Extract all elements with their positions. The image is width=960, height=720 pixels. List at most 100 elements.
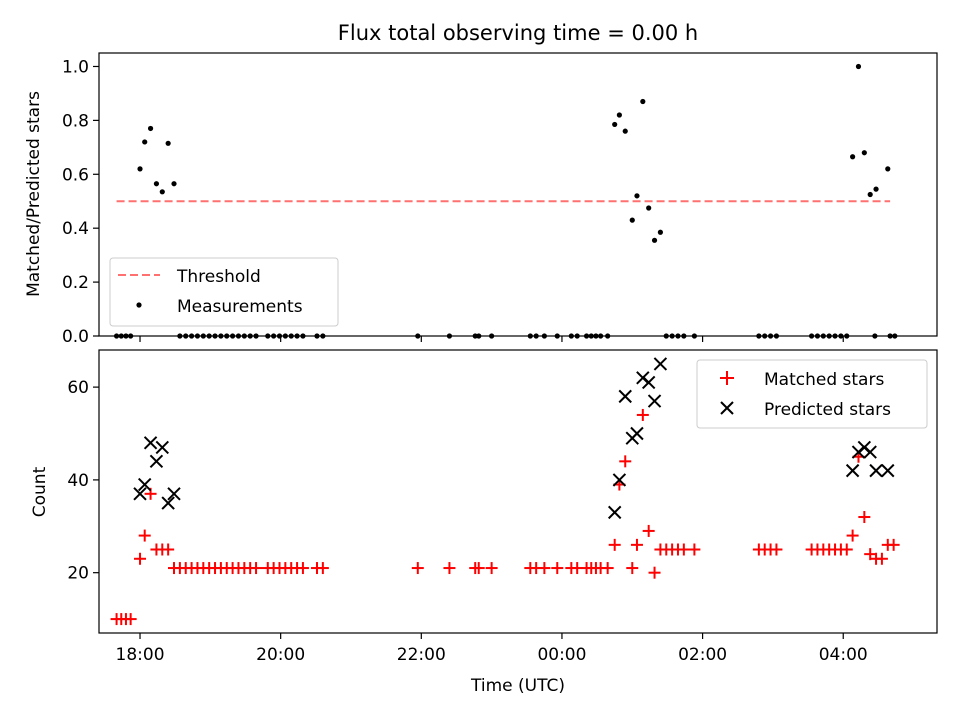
- matched-star-point: [162, 543, 175, 556]
- legend-predicted-swatch: [720, 401, 734, 415]
- matched-star-point: [642, 524, 655, 537]
- top-plot-frame: [98, 52, 938, 337]
- bottom-plot-marks: [110, 357, 900, 626]
- measurement-point: [276, 333, 283, 339]
- measurement-point: [300, 333, 306, 339]
- measurement-point: [861, 150, 867, 156]
- matched-star-point: [472, 562, 485, 575]
- measurement-point: [533, 333, 539, 339]
- measurement-point: [612, 121, 618, 128]
- matched-star-point: [138, 529, 151, 542]
- measurement-point: [574, 333, 580, 339]
- matched-star-point: [296, 562, 309, 575]
- predicted-star-stroke-b: [612, 473, 627, 487]
- predicted-star-point: [881, 463, 895, 478]
- predicted-star-stroke-b: [653, 357, 668, 371]
- measurement-point: [605, 333, 611, 339]
- measurement-point: [288, 333, 294, 339]
- measurement-point: [892, 333, 898, 339]
- measurement-point: [773, 333, 780, 339]
- measurement-point: [235, 333, 242, 339]
- matched-star-point: [601, 562, 614, 575]
- predicted-star-point: [630, 426, 644, 441]
- measurement-point: [832, 333, 838, 339]
- measurement-point: [855, 63, 862, 70]
- predicted-star-stroke-b: [881, 463, 895, 478]
- measurement-point: [253, 333, 259, 339]
- measurement-point: [142, 139, 148, 145]
- measurement-point: [446, 333, 453, 339]
- measurement-point: [616, 112, 622, 118]
- matched-star-point: [626, 562, 639, 575]
- measurement-point: [629, 217, 635, 223]
- measurement-point: [415, 333, 421, 339]
- bottom-y-tick-label: 40: [67, 471, 89, 491]
- matched-star-point: [485, 562, 498, 575]
- matched-star-point: [677, 543, 690, 556]
- matched-star-point: [887, 538, 900, 551]
- measurement-point: [820, 333, 826, 339]
- measurement-point: [844, 333, 850, 339]
- top-y-axis: 0.0 0.2 0.4 0.6 0.8 1.0: [62, 57, 99, 347]
- measurement-point: [838, 333, 844, 339]
- predicted-star-point: [149, 454, 164, 469]
- predicted-star-point: [161, 496, 175, 510]
- measurement-point: [541, 333, 547, 339]
- predicted-star-point: [607, 505, 622, 520]
- bottom-y-axis-label: Count: [30, 466, 50, 517]
- matched-star-point: [875, 552, 888, 565]
- measurement-point: [554, 333, 560, 339]
- measurement-point: [224, 333, 230, 339]
- measurement-point: [814, 333, 821, 339]
- predicted-star-point: [155, 440, 169, 455]
- bottom-y-tick-label: 20: [67, 564, 89, 584]
- matched-star-point: [250, 562, 263, 575]
- matched-star-point: [538, 562, 551, 575]
- top-y-tick-label: 0.8: [62, 111, 89, 131]
- predicted-star-point: [143, 436, 158, 450]
- measurement-point: [241, 333, 247, 339]
- measurement-point: [314, 333, 320, 339]
- x-tick-label: 04:00: [819, 645, 868, 665]
- top-y-axis-label: Matched/Predicted stars: [24, 91, 44, 297]
- measurement-point: [294, 333, 300, 339]
- measurement-point: [675, 333, 681, 339]
- chart-title: Flux total observing time = 0.00 h: [338, 21, 698, 45]
- predicted-star-point: [138, 477, 152, 492]
- predicted-star-stroke-b: [869, 463, 883, 478]
- matched-star-point: [619, 455, 632, 468]
- measurement-point: [113, 333, 120, 339]
- predicted-star-stroke-b: [607, 505, 622, 520]
- measurement-point: [887, 333, 893, 339]
- top-legend: Threshold Measurements: [109, 257, 339, 327]
- predicted-star-stroke-b: [167, 487, 181, 501]
- measurement-point: [593, 333, 599, 339]
- measurement-point: [583, 333, 590, 339]
- x-axis-label: Time (UTC): [470, 676, 565, 696]
- bottom-legend: Matched stars Predicted stars: [696, 359, 928, 429]
- bottom-y-tick-label: 60: [67, 378, 89, 398]
- measurement-point: [850, 154, 856, 160]
- measurement-point: [177, 333, 183, 339]
- measurement-point: [598, 333, 604, 339]
- matched-star-point: [443, 562, 456, 575]
- measurement-point: [476, 333, 482, 339]
- top-legend-box: [109, 257, 339, 327]
- measurement-point: [867, 191, 873, 198]
- top-y-tick-label: 0.2: [62, 273, 89, 293]
- measurement-point: [247, 333, 253, 339]
- measurement-point: [767, 333, 774, 339]
- measurement-point: [128, 333, 134, 339]
- x-tick-label: 02:00: [678, 645, 727, 665]
- predicted-star-point: [647, 394, 662, 408]
- x-tick-label: 20:00: [256, 645, 305, 665]
- measurement-point: [153, 181, 160, 187]
- measurement-point: [568, 333, 574, 339]
- matched-star-point: [858, 511, 871, 524]
- measurement-point: [762, 333, 768, 339]
- legend-measurements-label: Measurements: [177, 297, 303, 317]
- matched-star-point: [840, 543, 853, 556]
- measurement-point: [646, 205, 652, 211]
- measurement-point: [669, 333, 675, 339]
- predicted-star-point: [612, 473, 627, 487]
